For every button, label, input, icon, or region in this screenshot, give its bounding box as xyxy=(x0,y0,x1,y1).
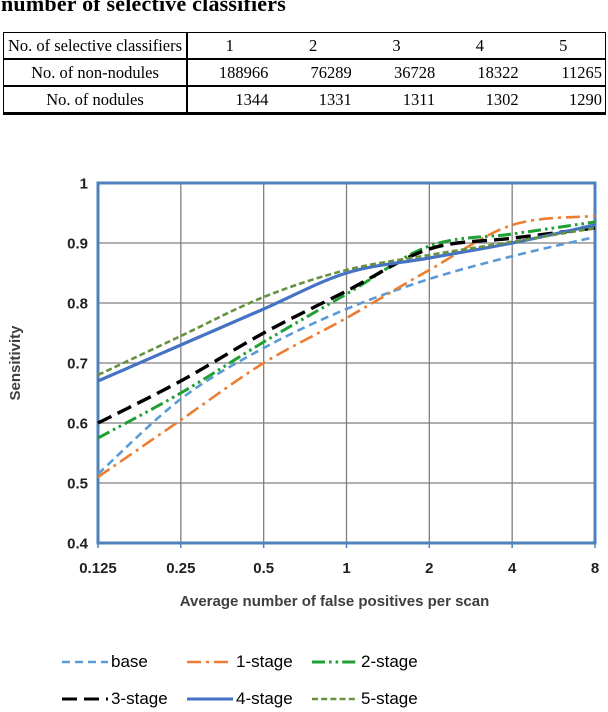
classifier-table: No. of selective classifiers 1 2 3 4 5 N… xyxy=(3,32,606,115)
series-1-stage-line xyxy=(97,214,596,479)
series-2-stage-line xyxy=(97,220,596,440)
y-tick-label: 0.8 xyxy=(67,296,88,313)
table-header-value: 2 xyxy=(308,36,318,55)
table-row-label: No. of nodules xyxy=(4,87,188,112)
table-cell: 188966 xyxy=(218,63,269,82)
table-cell: 1311 xyxy=(402,90,436,109)
table-header-value: 3 xyxy=(392,36,401,55)
table-cell: 18322 xyxy=(477,63,519,82)
legend-label: 3-stage xyxy=(111,689,168,708)
x-tick-label: 0.25 xyxy=(166,560,195,577)
legend-swatch-3-stage xyxy=(62,697,108,701)
table-header-value: 5 xyxy=(559,36,568,55)
legend-item-base: base xyxy=(62,651,187,673)
table-header-row: No. of selective classifiers 1 2 3 4 5 xyxy=(4,33,605,60)
table-cell: 11265 xyxy=(561,63,602,82)
x-tick-label: 4 xyxy=(508,560,517,577)
x-tick-label: 1 xyxy=(342,560,350,577)
legend-label: 4-stage xyxy=(236,689,293,708)
y-axis-label: Sensitivity xyxy=(7,325,24,401)
table-header-value: 4 xyxy=(475,36,485,55)
figure-title: number of selective classifiers xyxy=(1,0,287,16)
table-cell: 76289 xyxy=(310,63,352,82)
table-cell: 1302 xyxy=(485,90,519,109)
x-tick-label: 0.125 xyxy=(79,560,117,577)
table-cell: 1344 xyxy=(235,90,269,109)
y-tick-label: 0.7 xyxy=(67,356,88,373)
table-header-value: 1 xyxy=(225,36,234,55)
legend-swatch-4-stage xyxy=(187,697,233,701)
x-tick-label: 8 xyxy=(591,560,599,577)
froc-chart: 1 0.9 0.8 0.7 0.6 0.5 0.4 0.125 0.25 0.5 1 2 4 8 Avera… xyxy=(7,176,599,611)
series-5-stage-line xyxy=(97,226,596,377)
table-row-non-nodules: No. of non-nodules 188966 76289 36728 18… xyxy=(4,60,605,87)
y-tick-label: 0.4 xyxy=(67,536,89,553)
table-row-label: No. of non-nodules xyxy=(4,60,188,85)
series-3-stage-line xyxy=(97,226,596,425)
y-tick-label: 1 xyxy=(80,176,88,193)
figure-title-container: number of selective classifiers xyxy=(0,0,608,22)
legend-label: 5-stage xyxy=(361,689,418,708)
legend-swatch-1-stage xyxy=(187,660,233,664)
y-tick-label: 0.5 xyxy=(67,476,88,493)
legend-item-2-stage: 2-stage xyxy=(312,651,608,673)
legend-swatch-2-stage xyxy=(312,660,358,664)
y-tick-label: 0.9 xyxy=(67,236,88,253)
legend-item-4-stage: 4-stage xyxy=(187,688,312,710)
legend-swatch-5-stage xyxy=(312,697,358,701)
x-tick-label: 2 xyxy=(425,560,433,577)
chart-legend: base 1-stage 2-stage 3-stage 4-stage 5-stage xyxy=(62,651,608,710)
x-tick-label: 0.5 xyxy=(253,560,274,577)
table-row-nodules: No. of nodules 1344 1331 1311 1302 1290 xyxy=(4,87,605,112)
legend-item-3-stage: 3-stage xyxy=(62,688,187,710)
table-cell: 1331 xyxy=(318,90,352,109)
table-cell: 36728 xyxy=(393,63,436,82)
froc-chart-container: 1 0.9 0.8 0.7 0.6 0.5 0.4 0.125 0.25 0.5 1 2 4 8 Avera… xyxy=(0,157,608,617)
legend-label: base xyxy=(111,652,148,671)
legend-label: 2-stage xyxy=(361,652,418,671)
legend-item-5-stage: 5-stage xyxy=(312,688,608,710)
legend-label: 1-stage xyxy=(236,652,293,671)
y-tick-label: 0.6 xyxy=(67,416,88,433)
x-axis-label: Average number of false positives per sc… xyxy=(180,593,490,610)
table-cell: 1290 xyxy=(569,90,602,109)
legend-swatch-base xyxy=(62,660,108,664)
table-header-label: No. of selective classifiers xyxy=(4,33,188,58)
legend-item-1-stage: 1-stage xyxy=(187,651,312,673)
series-base-line xyxy=(97,235,596,475)
